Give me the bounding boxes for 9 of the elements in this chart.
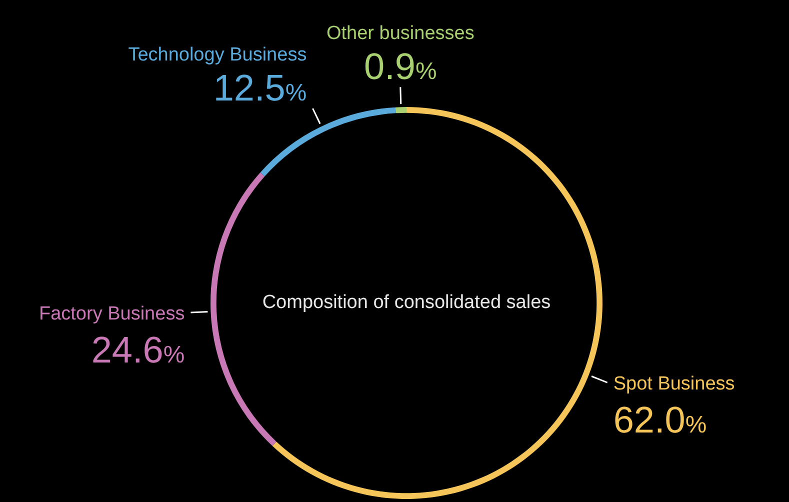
data-label: 24.6% <box>91 329 185 370</box>
slice-label: Other businesses <box>326 23 474 44</box>
slice-label: Technology Business <box>128 44 307 66</box>
slice-label: Factory Business <box>38 303 185 324</box>
data-label: 62.0% <box>613 400 707 441</box>
slice-label: Spot Business <box>613 374 735 395</box>
data-label: 12.5% <box>213 67 307 108</box>
text: Composition of consolidated sales <box>262 292 551 314</box>
data-label: 0.9% <box>364 46 437 88</box>
